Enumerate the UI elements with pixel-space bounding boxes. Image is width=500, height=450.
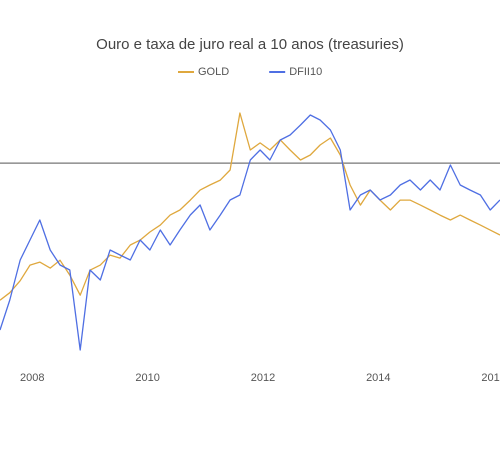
series-line	[0, 114, 500, 351]
chart-title: Ouro e taxa de juro real a 10 anos (trea…	[96, 36, 404, 53]
x-tick-label: 2012	[251, 372, 275, 384]
x-tick-label: 2010	[135, 372, 159, 384]
legend-label: DFII10	[289, 66, 322, 78]
x-tick-label: 2016	[481, 372, 500, 384]
series-line	[0, 112, 500, 301]
legend-label: GOLD	[198, 66, 229, 78]
x-tick-label: 2008	[20, 372, 44, 384]
x-tick-label: 2014	[366, 372, 390, 384]
